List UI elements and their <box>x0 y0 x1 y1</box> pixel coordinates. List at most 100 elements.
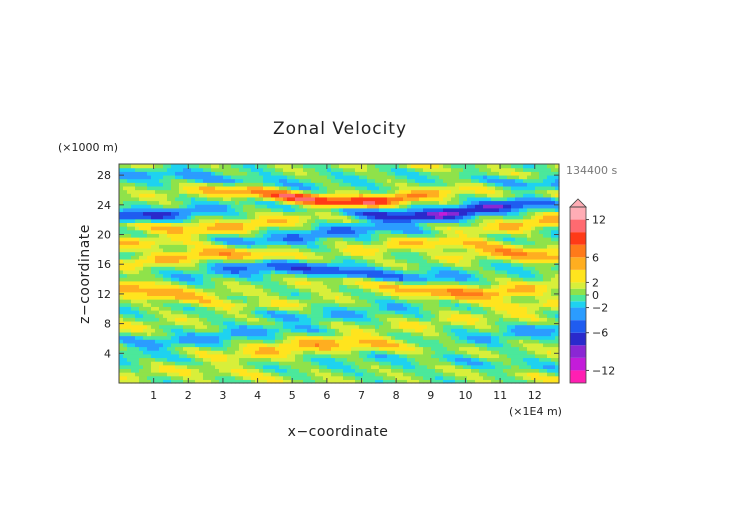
heatmap-cell <box>135 331 140 337</box>
heatmap-cell <box>191 226 196 231</box>
heatmap-cell <box>319 266 324 271</box>
heatmap-cell <box>147 339 152 344</box>
heatmap-cell <box>163 372 168 377</box>
heatmap-cell <box>391 291 396 296</box>
heatmap-cell <box>151 280 156 286</box>
heatmap-cell <box>227 364 232 369</box>
heatmap-cell <box>435 171 440 176</box>
heatmap-cell <box>263 262 268 267</box>
heatmap-cell <box>435 215 440 220</box>
heatmap-cell <box>203 302 208 307</box>
heatmap-cell <box>135 196 140 202</box>
heatmap-cell <box>275 266 280 271</box>
heatmap-cell <box>447 331 452 337</box>
heatmap-cell <box>407 379 412 384</box>
heatmap-cell <box>339 200 344 205</box>
heatmap-cell <box>179 324 184 329</box>
heatmap-cell <box>127 240 132 245</box>
heatmap-cell <box>443 215 448 220</box>
heatmap-cell <box>335 167 340 172</box>
heatmap-cell <box>191 350 196 355</box>
heatmap-cell <box>371 331 376 337</box>
heatmap-cell <box>411 182 416 187</box>
heatmap-cell <box>135 317 140 322</box>
heatmap-cell <box>127 174 132 180</box>
heatmap-cell <box>383 353 388 359</box>
heatmap-cell <box>291 167 296 172</box>
heatmap-cell <box>407 233 412 238</box>
heatmap-cell <box>259 288 264 293</box>
heatmap-cell <box>247 269 252 275</box>
heatmap-cell <box>199 189 204 194</box>
heatmap-cell <box>355 375 360 380</box>
heatmap-cell <box>215 193 220 198</box>
heatmap-cell <box>287 324 292 329</box>
heatmap-cell <box>363 364 368 369</box>
heatmap-cell <box>175 364 180 369</box>
heatmap-cell <box>231 222 236 227</box>
heatmap-cell <box>135 324 140 329</box>
heatmap-cell <box>227 357 232 362</box>
heatmap-cell <box>235 328 240 333</box>
heatmap-cell <box>135 335 140 340</box>
heatmap-cell <box>331 372 336 377</box>
heatmap-cell <box>263 258 268 264</box>
heatmap-cell <box>415 233 420 238</box>
heatmap-cell <box>267 255 272 260</box>
heatmap-cell <box>119 251 124 256</box>
heatmap-cell <box>167 215 172 220</box>
heatmap-cell <box>303 218 308 223</box>
heatmap-cell <box>243 189 248 194</box>
heatmap-cell <box>431 361 436 366</box>
heatmap-cell <box>143 284 148 289</box>
heatmap-cell <box>223 310 228 315</box>
heatmap-cell <box>223 200 228 205</box>
heatmap-cell <box>447 237 452 242</box>
heatmap-cell <box>279 313 284 318</box>
heatmap-cell <box>215 255 220 260</box>
heatmap-cell <box>387 313 392 318</box>
heatmap-cell <box>411 185 416 191</box>
heatmap-cell <box>203 244 208 249</box>
heatmap-cell <box>175 251 180 256</box>
heatmap-cell <box>379 215 384 220</box>
heatmap-cell <box>423 207 428 213</box>
heatmap-cell <box>215 218 220 223</box>
heatmap-cell <box>379 328 384 333</box>
heatmap-cell <box>375 193 380 198</box>
heatmap-cell <box>359 182 364 187</box>
heatmap-cell <box>119 240 124 245</box>
heatmap-cell <box>143 251 148 256</box>
heatmap-cell <box>227 189 232 194</box>
heatmap-cell <box>283 207 288 213</box>
heatmap-cell <box>215 215 220 220</box>
heatmap-cell <box>207 189 212 194</box>
heatmap-cell <box>131 233 136 238</box>
heatmap-cell <box>283 211 288 216</box>
heatmap-cell <box>427 291 432 296</box>
heatmap-cell <box>423 280 428 286</box>
heatmap-cell <box>251 368 256 373</box>
heatmap-cell <box>123 317 128 322</box>
heatmap-cell <box>363 320 368 326</box>
heatmap-cell <box>159 277 164 282</box>
heatmap-cell <box>163 306 168 311</box>
heatmap-cell <box>155 331 160 337</box>
heatmap-cell <box>399 342 404 348</box>
heatmap-cell <box>339 233 344 238</box>
heatmap-cell <box>443 174 448 180</box>
heatmap-cell <box>195 302 200 307</box>
heatmap-cell <box>443 182 448 187</box>
heatmap-cell <box>159 317 164 322</box>
heatmap-cell <box>131 313 136 318</box>
heatmap-cell <box>211 280 216 286</box>
heatmap-cell <box>215 182 220 187</box>
heatmap-cell <box>403 182 408 187</box>
heatmap-cell <box>419 299 424 304</box>
heatmap-cell <box>411 328 416 333</box>
heatmap-cell <box>299 174 304 180</box>
heatmap-cell <box>323 379 328 384</box>
heatmap-cell <box>171 357 176 362</box>
heatmap-cell <box>351 211 356 216</box>
heatmap-cell <box>247 361 252 366</box>
